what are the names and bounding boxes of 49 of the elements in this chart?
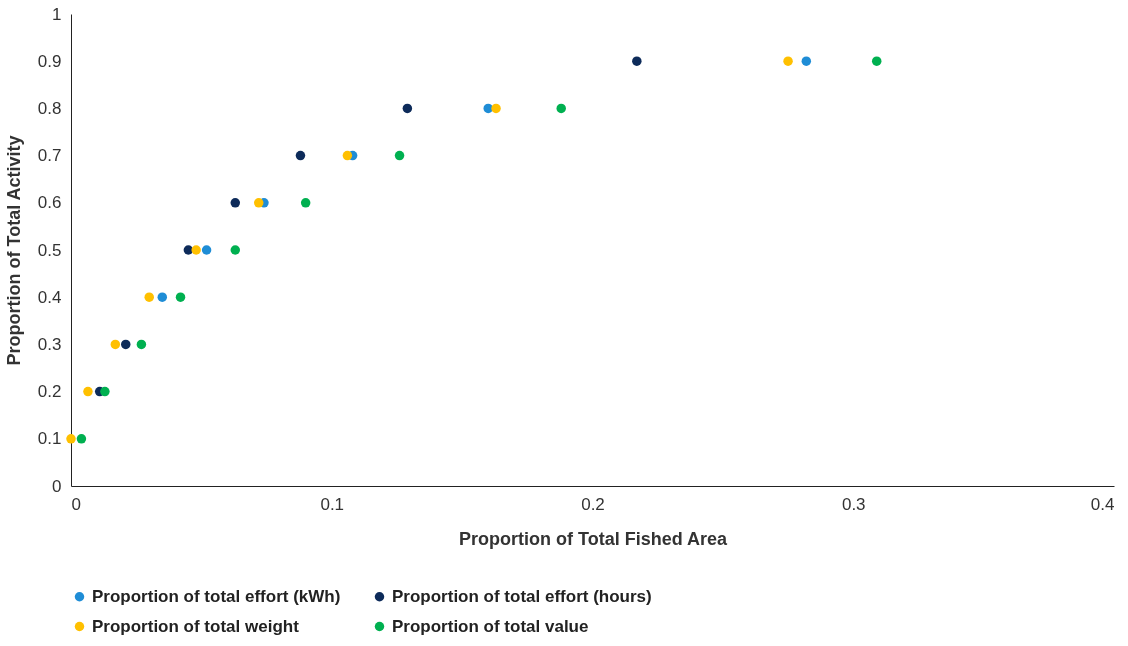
x-tick-label: 0.2 xyxy=(581,494,605,514)
point xyxy=(230,245,241,255)
point xyxy=(183,245,194,255)
x-tick-label: 0 xyxy=(71,494,81,514)
point xyxy=(300,198,311,208)
point xyxy=(175,292,186,302)
y-tick-label: 1 xyxy=(52,4,62,24)
y-tick-label: 0.6 xyxy=(37,193,62,213)
legend-label: Proportion of total weight xyxy=(92,616,300,636)
point xyxy=(491,103,501,114)
point xyxy=(783,56,793,66)
y-tick-label: 0.7 xyxy=(37,146,62,166)
y-tick-label: 0.1 xyxy=(37,429,62,449)
x-axis-title: Proportion of Total Fished Area xyxy=(458,528,728,549)
y-tick-label: 0 xyxy=(52,476,62,496)
point xyxy=(801,56,812,66)
y-tick-label: 0.9 xyxy=(37,51,62,71)
point xyxy=(136,339,147,350)
point xyxy=(83,386,93,397)
point xyxy=(144,292,154,302)
point xyxy=(254,198,264,208)
point xyxy=(230,198,241,208)
point xyxy=(66,434,76,444)
point xyxy=(121,339,131,350)
y-tick-label: 0.4 xyxy=(37,287,62,307)
x-tick-label: 0.3 xyxy=(841,494,866,514)
point xyxy=(110,339,121,350)
x-tick-label: 0.4 xyxy=(1090,494,1115,514)
point xyxy=(191,245,201,255)
point xyxy=(394,150,405,161)
point xyxy=(632,56,642,66)
x-tick-label: 0.1 xyxy=(320,494,345,514)
y-tick-label: 0.5 xyxy=(37,240,62,260)
point xyxy=(402,103,413,114)
legend-label: Proportion of total effort (kWh) xyxy=(92,586,341,606)
y-tick-label: 0.3 xyxy=(37,334,62,354)
point xyxy=(157,292,168,302)
y-axis-title: Proportion of Total Activity xyxy=(3,135,24,366)
legend-label: Proportion of total value xyxy=(392,616,589,636)
point xyxy=(871,56,882,66)
point xyxy=(201,245,212,255)
legend-label: Proportion of total effort (hours) xyxy=(392,586,652,606)
y-tick-label: 0.2 xyxy=(37,382,62,402)
y-tick-label: 0.8 xyxy=(37,98,62,118)
point xyxy=(342,150,353,161)
point xyxy=(76,434,87,444)
point xyxy=(556,103,566,114)
point xyxy=(295,150,306,161)
point xyxy=(100,386,110,397)
